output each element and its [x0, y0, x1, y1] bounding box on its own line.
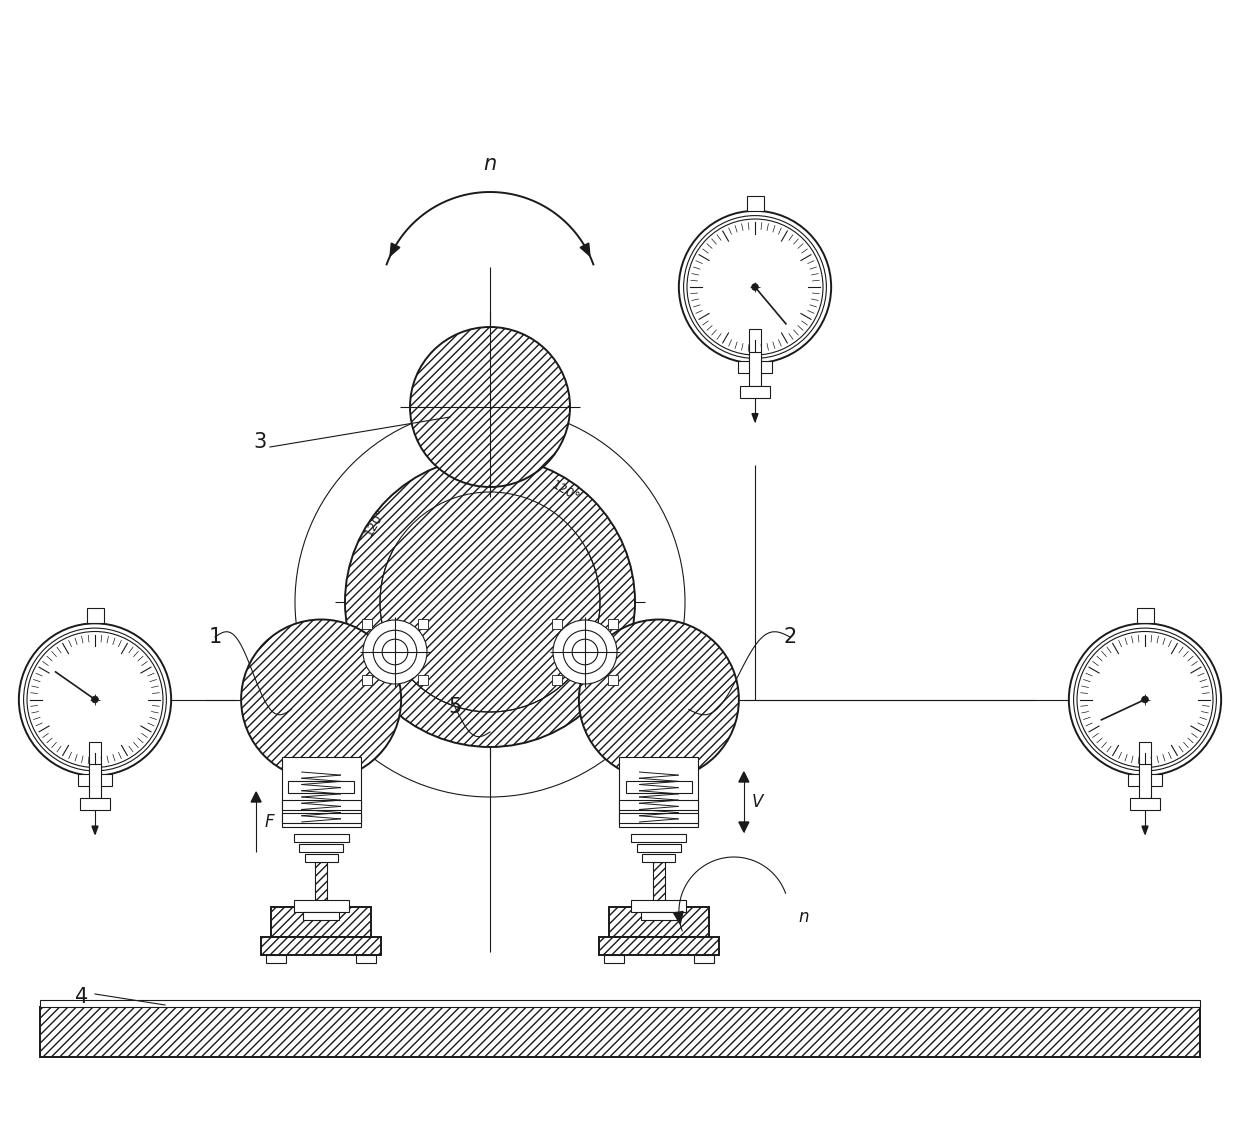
Circle shape: [678, 211, 831, 363]
Bar: [642, 854, 676, 862]
Bar: [647, 785, 670, 827]
Circle shape: [27, 632, 162, 767]
Circle shape: [1074, 628, 1216, 771]
Bar: [40, 1000, 1200, 1007]
Circle shape: [1069, 624, 1221, 775]
Bar: [619, 757, 698, 827]
Text: V: V: [751, 793, 764, 811]
Bar: [272, 907, 371, 936]
Polygon shape: [673, 911, 683, 924]
Bar: [749, 352, 761, 386]
Bar: [288, 780, 355, 793]
Text: F: F: [264, 813, 274, 831]
Bar: [694, 955, 714, 963]
Bar: [631, 900, 687, 912]
Bar: [294, 900, 348, 912]
Polygon shape: [751, 413, 758, 421]
Bar: [315, 862, 327, 902]
Circle shape: [363, 620, 427, 684]
Polygon shape: [739, 822, 749, 833]
Circle shape: [382, 640, 408, 665]
Bar: [81, 798, 109, 811]
Text: n: n: [484, 154, 497, 174]
Circle shape: [579, 619, 739, 780]
Bar: [40, 1007, 1200, 1057]
Bar: [1137, 609, 1153, 624]
Bar: [609, 907, 709, 936]
Circle shape: [751, 283, 759, 290]
Bar: [362, 675, 372, 685]
Bar: [631, 834, 687, 842]
Circle shape: [683, 216, 826, 359]
Bar: [740, 386, 770, 397]
Bar: [749, 329, 761, 363]
Circle shape: [373, 630, 417, 674]
Bar: [281, 812, 361, 822]
Circle shape: [410, 327, 570, 486]
Bar: [418, 675, 428, 685]
Circle shape: [345, 457, 635, 747]
Bar: [89, 764, 102, 798]
Bar: [281, 799, 361, 810]
Bar: [281, 757, 361, 827]
Bar: [1138, 741, 1151, 775]
Bar: [1131, 798, 1159, 811]
Circle shape: [19, 624, 171, 775]
Bar: [262, 936, 381, 955]
Bar: [552, 675, 562, 685]
Bar: [299, 844, 343, 852]
Text: n: n: [799, 908, 810, 926]
Polygon shape: [391, 243, 399, 256]
Bar: [619, 799, 698, 810]
Bar: [78, 773, 112, 786]
Polygon shape: [580, 243, 590, 256]
Bar: [303, 912, 340, 920]
Text: 2: 2: [784, 627, 796, 648]
Bar: [652, 862, 665, 902]
Bar: [641, 912, 677, 920]
Bar: [362, 619, 372, 629]
Text: 120°: 120°: [362, 506, 388, 538]
Text: 120°: 120°: [549, 478, 582, 505]
Bar: [89, 741, 102, 775]
Bar: [626, 780, 692, 793]
Bar: [637, 844, 681, 852]
Polygon shape: [1142, 826, 1148, 834]
Bar: [609, 619, 619, 629]
Text: 3: 3: [253, 432, 267, 452]
Circle shape: [92, 697, 98, 702]
Bar: [267, 955, 286, 963]
Bar: [305, 854, 337, 862]
Bar: [1138, 764, 1151, 798]
Text: 1: 1: [208, 627, 222, 648]
Circle shape: [1142, 697, 1148, 702]
Circle shape: [563, 630, 606, 674]
Bar: [356, 955, 376, 963]
Circle shape: [241, 619, 401, 780]
Polygon shape: [92, 826, 98, 834]
Circle shape: [24, 628, 166, 771]
Bar: [310, 785, 332, 827]
Bar: [609, 675, 619, 685]
Bar: [418, 619, 428, 629]
Bar: [738, 361, 773, 373]
Text: 5: 5: [449, 697, 461, 717]
Circle shape: [572, 640, 598, 665]
Bar: [87, 609, 103, 624]
Polygon shape: [739, 772, 749, 782]
Circle shape: [687, 219, 823, 355]
Circle shape: [553, 620, 618, 684]
Text: 4: 4: [76, 987, 88, 1007]
Bar: [746, 196, 764, 211]
Polygon shape: [252, 793, 262, 802]
Bar: [552, 619, 562, 629]
Bar: [294, 834, 348, 842]
Bar: [619, 812, 698, 822]
Bar: [599, 936, 719, 955]
Bar: [1128, 773, 1162, 786]
Circle shape: [1078, 632, 1213, 767]
Bar: [604, 955, 624, 963]
